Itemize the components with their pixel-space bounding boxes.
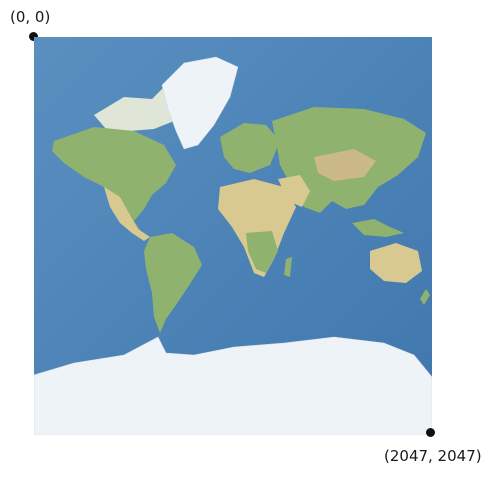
north-america: [52, 127, 176, 233]
southeast-asia-islands: [352, 219, 404, 237]
new-zealand: [420, 289, 430, 305]
top-left-corner-marker: [29, 32, 38, 41]
australia: [370, 243, 422, 283]
greenland: [161, 56, 239, 150]
south-america: [144, 233, 202, 333]
top-left-coordinate-label: (0, 0): [10, 8, 51, 26]
bottom-right-corner-marker: [426, 428, 435, 437]
arabia: [278, 175, 310, 207]
bottom-right-coordinate-label: (2047, 2047): [384, 447, 482, 465]
central-asia-dry: [314, 149, 376, 181]
madagascar: [284, 257, 292, 277]
europe: [220, 123, 280, 173]
antarctica: [34, 336, 432, 435]
central-africa: [246, 231, 278, 273]
central-america: [104, 187, 150, 241]
world-map[interactable]: [34, 37, 432, 435]
